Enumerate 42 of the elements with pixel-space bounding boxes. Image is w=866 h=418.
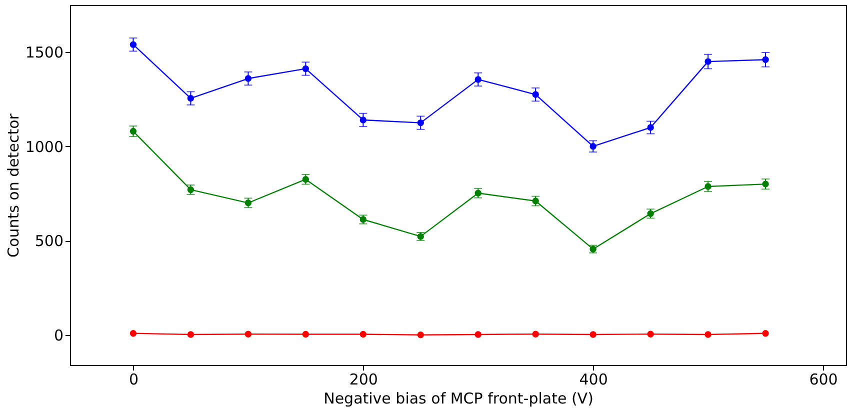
point xyxy=(302,65,310,72)
point xyxy=(704,58,712,65)
y-tick-label: 1500 xyxy=(25,44,64,62)
x-tick-label: 200 xyxy=(349,370,378,388)
point xyxy=(244,200,252,206)
point xyxy=(302,330,310,338)
point xyxy=(187,331,194,338)
point xyxy=(590,331,596,338)
point xyxy=(532,198,539,204)
x-axis-title: Negative bias of MCP front-plate (V) xyxy=(324,390,594,408)
point xyxy=(130,41,137,48)
point xyxy=(360,116,367,124)
y-tick-label: 0 xyxy=(54,326,64,344)
x-tick-label: 0 xyxy=(128,370,139,388)
point xyxy=(762,180,769,188)
x-tick-label: 400 xyxy=(579,370,608,388)
point xyxy=(762,330,769,337)
point xyxy=(244,330,252,338)
point xyxy=(130,330,137,337)
point xyxy=(532,330,539,338)
y-tick-label: 500 xyxy=(34,232,64,250)
point xyxy=(647,124,654,131)
point xyxy=(302,176,310,183)
x-tick-label: 600 xyxy=(809,370,838,388)
point xyxy=(590,143,596,150)
point xyxy=(532,91,539,98)
point xyxy=(187,94,194,102)
y-tick-label: 1000 xyxy=(25,138,64,156)
point xyxy=(704,331,712,338)
point xyxy=(360,330,367,338)
point xyxy=(244,75,252,82)
point xyxy=(130,128,137,135)
point xyxy=(474,76,482,83)
y-axis-title: Counts on detector xyxy=(4,112,22,258)
point xyxy=(474,190,482,196)
point xyxy=(474,331,482,338)
point xyxy=(417,331,424,338)
point xyxy=(647,210,654,217)
point xyxy=(647,330,654,338)
point xyxy=(417,119,424,126)
point xyxy=(704,183,712,190)
point xyxy=(762,56,769,64)
